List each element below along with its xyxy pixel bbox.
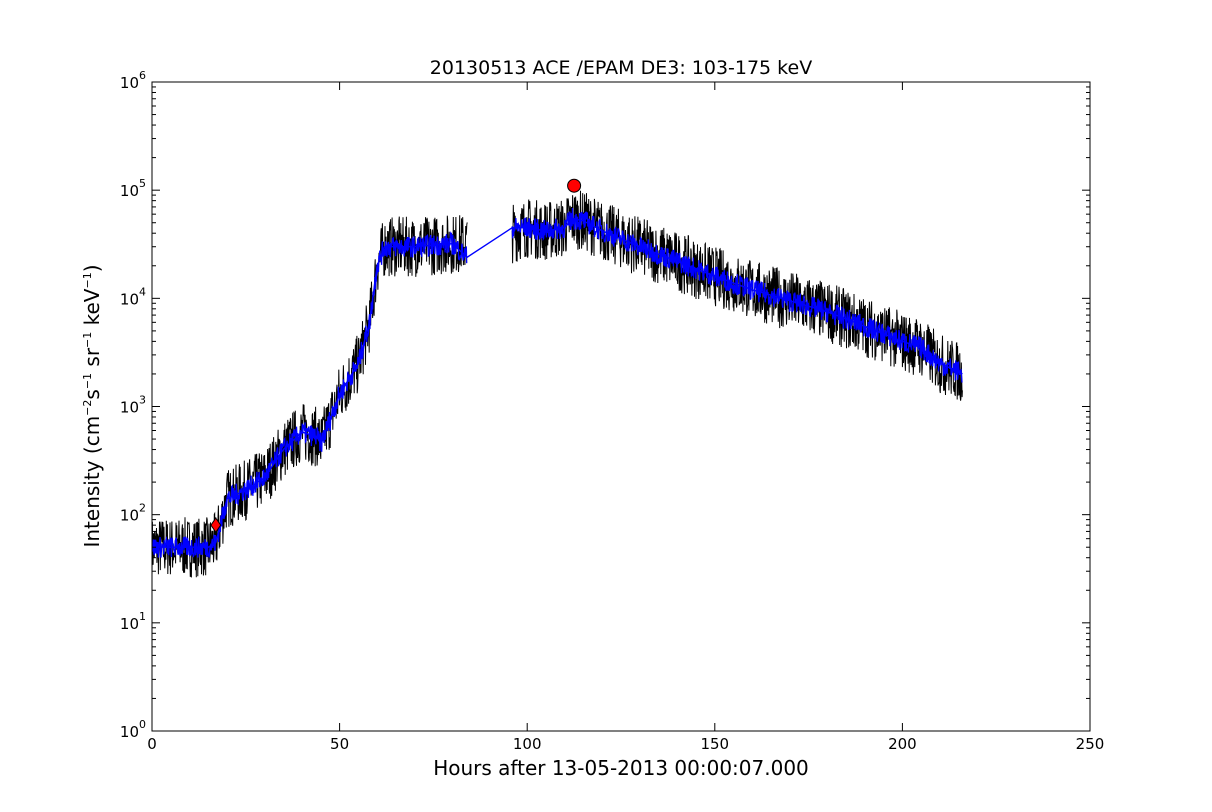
series-smoothed-line-1 <box>511 207 963 383</box>
x-tick-label: 200 <box>888 735 917 753</box>
y-axis-label-exp3: −1 <box>81 332 94 348</box>
x-tick-label: 0 <box>147 735 157 753</box>
y-tick-label: 101 <box>120 610 146 633</box>
series-smoothed-line-0 <box>151 230 468 558</box>
x-tick-label: 250 <box>1076 735 1105 753</box>
marker-peak <box>567 178 582 193</box>
series-raw-line-1 <box>511 190 963 401</box>
y-tick-label: 100 <box>120 718 146 741</box>
series-raw-line-0 <box>151 215 468 578</box>
y-axis-label-mid3: keV <box>80 288 104 332</box>
x-tick-label: 150 <box>700 735 729 753</box>
y-axis-label-mid2: sr <box>80 347 104 373</box>
y-tick-label: 105 <box>120 177 146 200</box>
marker-layer <box>210 178 582 534</box>
y-tick-label: 104 <box>120 285 146 308</box>
x-axis-label: Hours after 13-05-2013 00:00:07.000 <box>433 756 809 780</box>
y-axis-label-mid1: s <box>80 389 104 399</box>
y-tick-label: 102 <box>120 502 146 525</box>
y-axis-label: Intensity (cm−2s−1 sr−1 keV−1) <box>80 264 104 547</box>
chart-title: 20130513 ACE /EPAM DE3: 103-175 keV <box>430 57 812 79</box>
series-layer <box>151 190 963 578</box>
plot-area: 0 50 100 150 200 250 100 101 102 103 104 105 106 <box>120 69 1104 753</box>
y-axis-label-suffix: ) <box>80 264 104 272</box>
y-axis-label-exp1: −2 <box>81 400 94 416</box>
y-axis-label-prefix: Intensity (cm <box>80 416 104 548</box>
y-tick-label: 103 <box>120 394 146 417</box>
y-tick-label: 106 <box>120 69 146 92</box>
tick-layer: 0 50 100 150 200 250 100 101 102 103 104 105 106 <box>120 69 1104 753</box>
y-axis-label-exp2: −1 <box>81 373 94 389</box>
marker-onset <box>210 517 222 534</box>
y-axis-label-exp4: −1 <box>81 272 94 288</box>
x-tick-label: 100 <box>513 735 542 753</box>
x-tick-label: 50 <box>330 735 349 753</box>
